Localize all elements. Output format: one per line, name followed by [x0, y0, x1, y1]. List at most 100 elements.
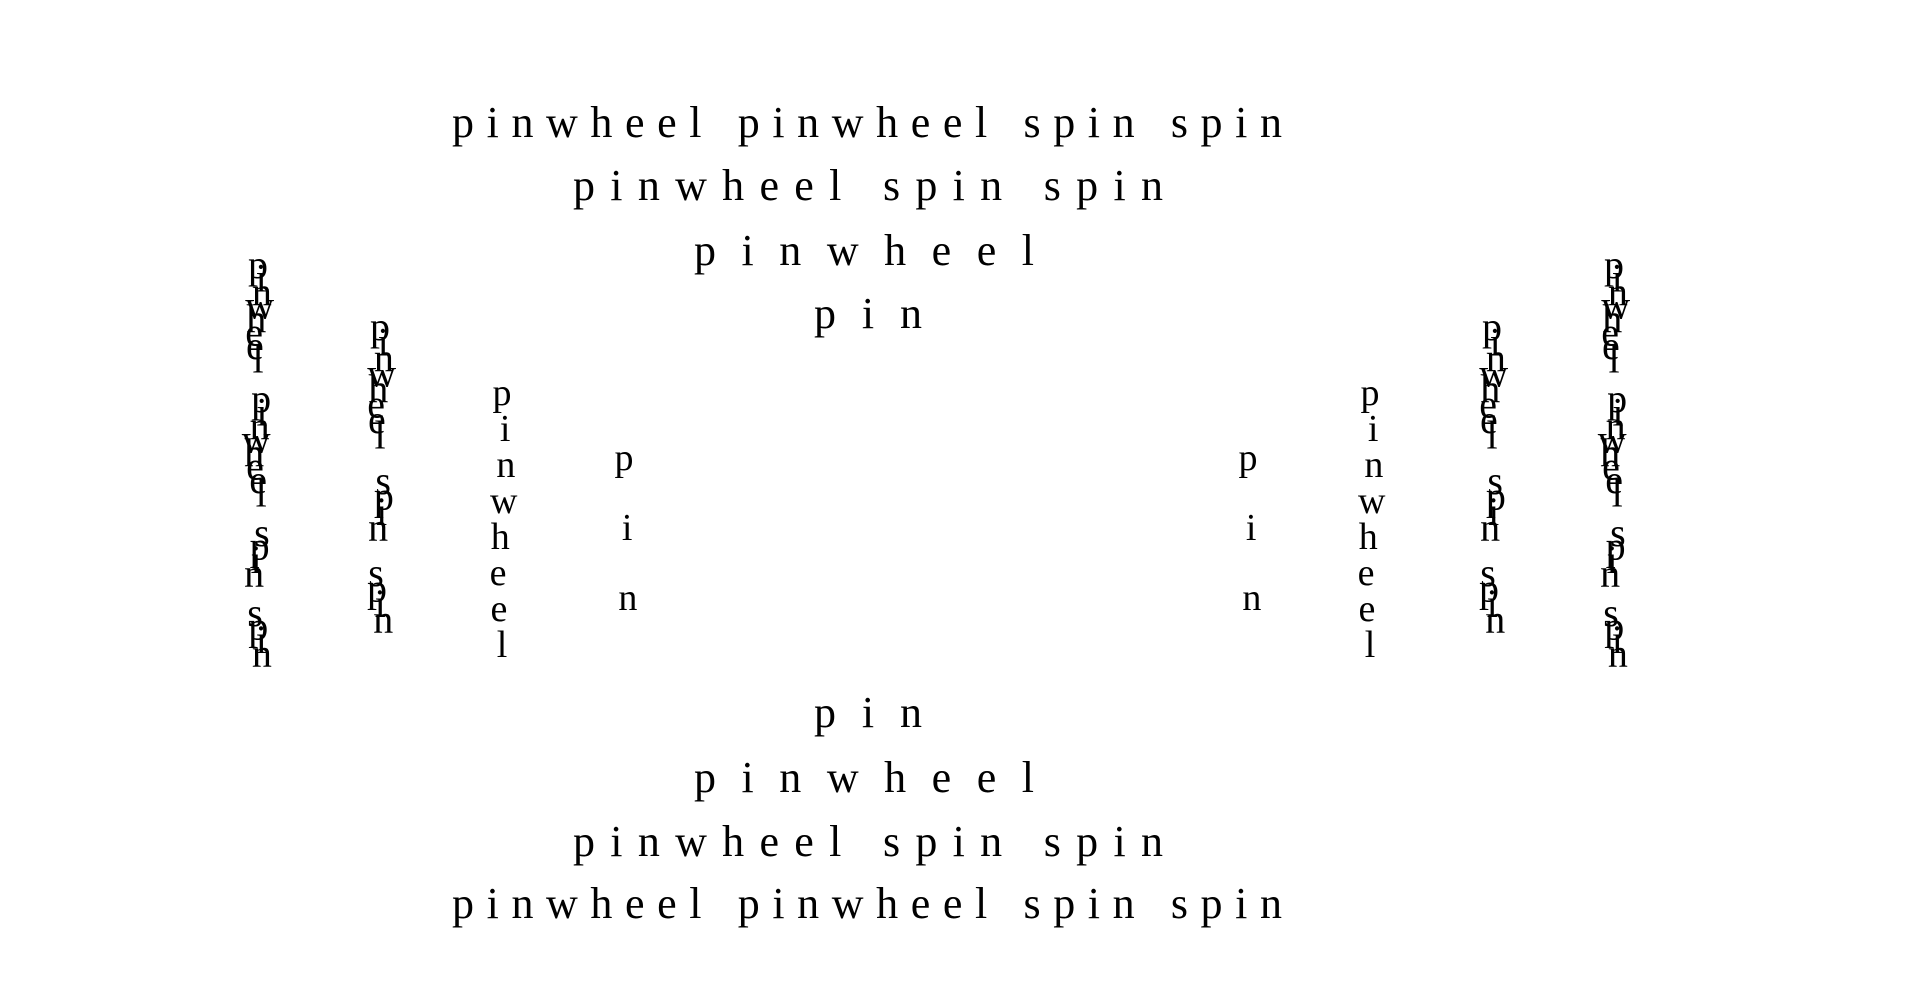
- right-column-2: pinwheel: [1358, 372, 1386, 666]
- right-column-letter: e: [1601, 310, 1619, 355]
- left-column-letter: n: [252, 269, 272, 314]
- right-column-1: pin: [1239, 437, 1262, 619]
- right-column-letter: n: [1608, 631, 1628, 676]
- left-column-letter: i: [376, 489, 387, 534]
- left-column-letter: p: [367, 566, 387, 611]
- right-column-letter: i: [1607, 537, 1618, 582]
- right-column-letter: n: [1486, 335, 1506, 380]
- right-column-letter: n: [1364, 444, 1383, 486]
- left-column-4: pin: [615, 437, 638, 619]
- left-column-letter: n: [368, 505, 388, 550]
- left-column-letter: e: [367, 382, 385, 427]
- top-line-1: pinwheel pinwheel spin spin: [452, 98, 1282, 147]
- left-column-letter: w: [367, 351, 396, 396]
- right-column-letter: s: [1610, 510, 1626, 555]
- right-column-letter: p: [1361, 372, 1380, 414]
- right-column-letter: h: [1359, 516, 1378, 558]
- right-column-letter: l: [1365, 624, 1376, 666]
- left-column-letter: i: [256, 256, 267, 301]
- left-column-letter: p: [615, 437, 634, 479]
- right-column-letter: e: [1602, 444, 1620, 489]
- left-column-letter: p: [493, 372, 512, 414]
- right-column-letter: w: [1479, 351, 1508, 396]
- right-column-letter: i: [1612, 256, 1623, 301]
- right-column-letter: e: [1358, 552, 1375, 594]
- left-column-letter: n: [374, 335, 394, 380]
- right-column-letter: p: [1606, 524, 1626, 569]
- bottom-line-4: pinwheel pinwheel spin spin: [452, 879, 1282, 928]
- right-column-letter: p: [1482, 304, 1502, 349]
- right-column-letter: i: [1488, 489, 1499, 534]
- right-column-letter: i: [1246, 507, 1257, 549]
- left-column-letter: s: [247, 590, 263, 635]
- left-column-letter: h: [491, 516, 510, 558]
- right-column-letter: p: [1239, 437, 1258, 479]
- bottom-line-3: pinwheel spin spin: [573, 817, 1163, 866]
- right-column-letter: e: [1479, 382, 1497, 427]
- left-column-letter: w: [242, 417, 271, 462]
- right-column-letter: s: [1487, 458, 1503, 503]
- left-column-letter: p: [248, 242, 268, 287]
- right-column-letter: i: [1490, 320, 1501, 365]
- left-column-letter: e: [490, 588, 507, 630]
- left-column-letter: w: [490, 480, 518, 522]
- left-column-letter: p: [370, 304, 390, 349]
- top-line-4: pin: [814, 289, 922, 338]
- right-column-letter: w: [1598, 417, 1627, 462]
- right-column-letter: p: [1486, 474, 1506, 519]
- bottom-line-1: pin: [814, 688, 922, 737]
- left-column-letter: l: [375, 413, 386, 458]
- right-column-letter: w: [1601, 283, 1630, 328]
- right-column-letter: s: [1603, 590, 1619, 635]
- right-column-letter: i: [1368, 408, 1379, 450]
- left-column-letter: p: [251, 376, 271, 421]
- right-column-letter: p: [1479, 566, 1499, 611]
- left-column-letter: h: [368, 366, 388, 411]
- right-column-letter: e: [1605, 457, 1623, 502]
- left-column-letter: n: [373, 597, 393, 642]
- left-column-letter: n: [250, 403, 270, 448]
- left-column-letter: e: [490, 552, 507, 594]
- left-column-letter: i: [256, 617, 267, 662]
- left-vertical-columns: pinwheelpinwheelspinspinpinwheelspinspin…: [242, 242, 638, 676]
- left-column-letter: n: [252, 631, 272, 676]
- right-column-letter: n: [1485, 597, 1505, 642]
- left-column-letter: e: [249, 457, 267, 502]
- left-column-letter: e: [246, 323, 264, 368]
- left-column-letter: w: [245, 283, 274, 328]
- left-column-letter: l: [253, 337, 264, 382]
- left-column-letter: n: [496, 444, 515, 486]
- left-column-letter: h: [246, 296, 266, 341]
- left-column-letter: p: [250, 524, 270, 569]
- right-column-letter: h: [1480, 366, 1500, 411]
- right-column-letter: i: [1487, 581, 1498, 626]
- top-line-3: pinwheel: [694, 226, 1034, 275]
- right-column-letter: n: [1600, 551, 1620, 596]
- left-column-letter: s: [368, 550, 384, 595]
- right-column-letter: n: [1480, 505, 1500, 550]
- right-column-letter: n: [1242, 577, 1261, 619]
- right-column-letter: s: [1480, 550, 1496, 595]
- top-word-block: pinwheel pinwheel spin spin pinwheel spi…: [452, 98, 1282, 338]
- right-column-letter: n: [1608, 269, 1628, 314]
- left-column-letter: s: [254, 510, 270, 555]
- left-column-letter: e: [246, 444, 264, 489]
- left-column-letter: h: [244, 430, 264, 475]
- left-column-3: pinwheel: [490, 372, 518, 666]
- left-column-letter: i: [378, 320, 389, 365]
- right-column-letter: l: [1609, 337, 1620, 382]
- left-column-letter: i: [500, 408, 511, 450]
- bottom-word-block: pin pinwheel pinwheel spin spin pinwheel…: [452, 688, 1282, 928]
- right-column-letter: i: [1612, 390, 1623, 435]
- right-column-letter: l: [1487, 413, 1498, 458]
- left-column-letter: i: [622, 507, 633, 549]
- left-column-letter: i: [375, 581, 386, 626]
- right-column-letter: n: [1606, 403, 1626, 448]
- left-column-letter: e: [368, 397, 386, 442]
- right-vertical-columns: pinpinwheelpinwheelspinspinpinwheelpinwh…: [1239, 242, 1631, 676]
- top-line-2: pinwheel spin spin: [573, 161, 1163, 210]
- left-column-letter: l: [256, 471, 267, 516]
